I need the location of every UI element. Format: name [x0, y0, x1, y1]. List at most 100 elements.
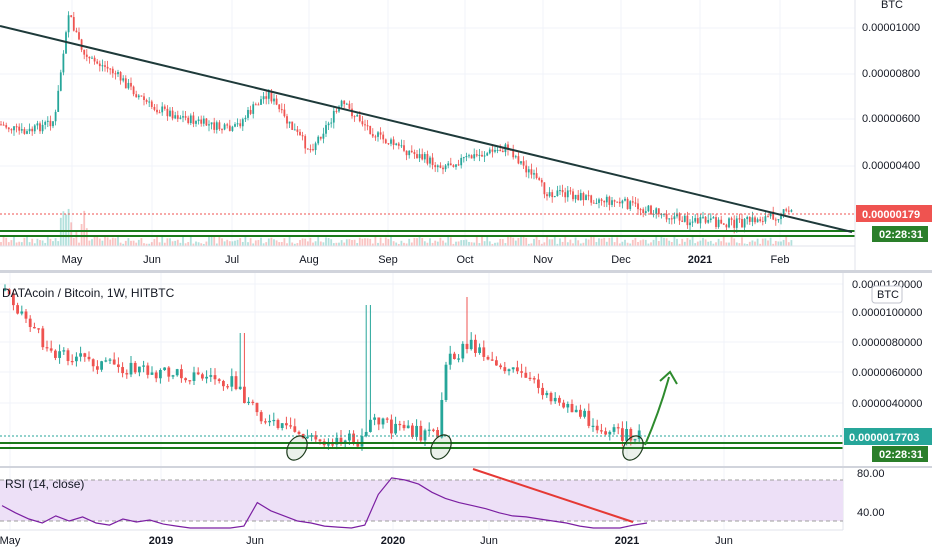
bottom-candle-body [3, 289, 7, 291]
top-volume-bar [20, 242, 23, 246]
bottom-candle-body [226, 386, 229, 388]
top-volume-bar [400, 240, 403, 246]
top-volume-bar [663, 237, 665, 246]
top-volume-bar [634, 237, 637, 246]
bottom-candle-body [91, 359, 95, 367]
top-volume-bar [496, 242, 499, 246]
top-volume-bar [774, 240, 777, 246]
top-candle-body [759, 219, 762, 221]
top-candle-body [377, 132, 379, 137]
top-candle-body [218, 122, 221, 130]
bottom-candle-body [112, 359, 116, 365]
top-volume-bar [252, 243, 255, 246]
top-candle-body [88, 56, 91, 59]
top-candle-body [187, 117, 190, 124]
top-candle-body [135, 94, 138, 98]
top-volume-bar [234, 240, 236, 246]
bottom-candle-body [327, 444, 330, 446]
top-candle-body [559, 190, 561, 192]
bottom-candle-body [490, 359, 494, 361]
top-candle-body [317, 136, 320, 144]
bottom-candle-body [558, 397, 561, 403]
top-volume-bar [527, 243, 530, 246]
bounce-circle-1 [286, 435, 308, 461]
top-candle-body [182, 116, 184, 118]
top-volume-bar [280, 242, 283, 246]
bottom-candle-body [108, 359, 112, 361]
top-candle-body [319, 136, 322, 139]
top-candle-body [343, 100, 346, 105]
bottom-candle-body [339, 437, 343, 444]
bottom-x-tick: 2020 [381, 535, 405, 547]
top-candle-body [228, 125, 231, 131]
top-volume-bar [473, 242, 476, 246]
top-volume-bar [2, 236, 5, 246]
top-volume-bar [712, 243, 715, 246]
bottom-candle-body [255, 402, 259, 413]
top-candle-body [551, 192, 554, 198]
top-volume-bar [730, 236, 733, 246]
top-candle-body [665, 213, 668, 220]
top-volume-bar [395, 242, 398, 246]
top-candle-body [364, 124, 366, 126]
top-volume-bar [330, 239, 333, 246]
top-volume-bar [403, 242, 405, 246]
top-volume-bar [772, 243, 775, 246]
top-candle-body [215, 122, 218, 130]
bottom-candle-body [537, 379, 540, 388]
top-candle-body [462, 157, 465, 159]
top-candle-body [748, 216, 751, 222]
bottom-candle-body [507, 369, 511, 372]
top-candle-body [171, 110, 174, 119]
top-volume-bar [780, 241, 782, 246]
top-volume-bar [449, 237, 452, 246]
top-candle-body [717, 219, 720, 227]
bottom-candle-body [579, 409, 582, 417]
top-volume-bar [291, 242, 294, 246]
bottom-y-tick: 0.0000100000 [852, 307, 922, 319]
top-candle-body [704, 216, 707, 223]
bottom-candle-body [520, 371, 523, 373]
bottom-candle-body [360, 436, 364, 447]
top-candle-body [522, 161, 525, 166]
bottom-x-tick: Jun [715, 535, 733, 547]
top-volume-bar [683, 241, 686, 246]
top-candle-body [348, 103, 351, 109]
top-volume-bar [338, 242, 340, 246]
top-candle-body [291, 121, 294, 130]
top-volume-bar [439, 237, 442, 246]
top-volume-bar [522, 236, 525, 246]
top-candle-body [286, 116, 288, 124]
top-candle-body [270, 91, 273, 102]
top-candle-body [722, 223, 725, 225]
top-candle-body [572, 191, 574, 200]
bottom-candle-body [625, 428, 628, 441]
top-candle-body [530, 169, 533, 175]
bottom-candle-body [154, 372, 158, 379]
top-price-pill [856, 205, 932, 222]
bottom-candle-body [230, 376, 234, 387]
top-candle-body [696, 218, 699, 224]
top-candle-body [20, 129, 23, 131]
bottom-candle-body [234, 376, 238, 390]
bottom-candle-body [129, 362, 133, 375]
top-volume-bar [299, 240, 301, 246]
top-candle-body [621, 200, 624, 204]
top-candle-body [650, 205, 652, 215]
top-volume-bar [267, 238, 270, 246]
top-volume-bar [166, 238, 169, 246]
top-volume-bar [371, 243, 374, 246]
top-volume-bar [57, 241, 60, 246]
top-volume-bar [499, 238, 502, 246]
top-volume-bar [158, 242, 161, 246]
top-volume-bar [174, 240, 177, 246]
bottom-candle-body [570, 403, 574, 413]
top-volume-bar [161, 236, 164, 246]
top-candle-body [312, 149, 314, 151]
top-candle-body [374, 136, 377, 138]
top-volume-bar [382, 243, 385, 246]
top-volume-bar [564, 236, 567, 246]
top-candle-body [184, 116, 187, 118]
bottom-candle-body [583, 410, 586, 417]
